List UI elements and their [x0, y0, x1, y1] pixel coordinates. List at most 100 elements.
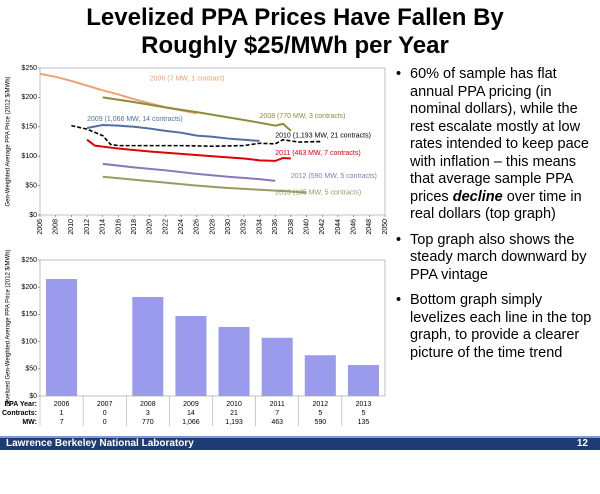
y-tick-label: $200 — [21, 284, 37, 291]
table-cell: 0 — [103, 410, 107, 417]
x-tick-label: 2012 — [84, 219, 91, 235]
x-tick-label: 2038 — [288, 219, 295, 235]
table-cell: 14 — [187, 410, 195, 417]
x-tick-label: 2016 — [115, 219, 122, 235]
bullet-emphasis: decline — [452, 188, 503, 205]
line-series — [86, 138, 291, 162]
page-number: 12 — [576, 438, 588, 449]
table-cell: 7 — [60, 419, 64, 426]
title-line: Roughly $25/MWh per Year — [141, 32, 449, 59]
x-tick-label: 2050 — [382, 219, 389, 235]
line-series — [102, 96, 292, 132]
table-row-label: PPA Year: — [4, 401, 37, 408]
x-tick-label: 2044 — [335, 219, 342, 235]
y-axis-label: Levelized Gen-Weighted Average PPA Price… — [6, 249, 12, 406]
x-tick-label: 2028 — [209, 219, 216, 235]
table-row-label: MW: — [22, 419, 37, 426]
table-cell: 1 — [60, 410, 64, 417]
table-cell: 463 — [271, 419, 283, 426]
x-tick-label: 2006 — [54, 401, 70, 408]
bar — [175, 316, 207, 396]
x-tick-label: 2006 — [37, 219, 44, 235]
bar — [218, 326, 250, 396]
y-tick-label: $0 — [29, 212, 37, 219]
x-tick-label: 2009 — [183, 401, 199, 408]
bullet-text: Bottom graph simply levelizes each line … — [410, 292, 592, 361]
title-line: Levelized PPA Prices Have Fallen By — [86, 4, 504, 31]
line-series — [102, 162, 276, 182]
table-cell: 21 — [230, 410, 238, 417]
series-label: 2010 (1,193 MW, 21 contracts) — [275, 132, 371, 139]
x-tick-label: 2046 — [350, 219, 357, 235]
y-tick-label: $200 — [21, 94, 37, 101]
bar — [46, 279, 78, 396]
table-cell: 1,066 — [182, 419, 200, 426]
line-series — [86, 124, 260, 142]
y-tick-label: $100 — [21, 153, 37, 160]
table-cell: 7 — [275, 410, 279, 417]
y-tick-label: $0 — [29, 393, 37, 400]
x-tick-label: 2008 — [140, 401, 156, 408]
x-tick-label: 2030 — [225, 219, 232, 235]
x-tick-label: 2020 — [147, 219, 154, 235]
x-tick-label: 2024 — [178, 219, 185, 235]
x-tick-label: 2011 — [270, 401, 285, 408]
x-tick-label: 2018 — [131, 219, 138, 235]
y-tick-label: $100 — [21, 338, 37, 345]
plot-area — [39, 67, 386, 216]
series-label: 2008 (770 MW, 3 contracts) — [260, 113, 346, 120]
bullet-list: 60% of sample has flat annual PPA pricin… — [394, 66, 596, 370]
footer-org: Lawrence Berkeley National Laboratory — [6, 438, 194, 449]
y-tick-label: $50 — [25, 182, 37, 189]
footer: Lawrence Berkeley National Laboratory 12 — [0, 436, 600, 450]
bar — [304, 355, 336, 396]
x-tick-label: 2034 — [256, 219, 263, 235]
y-tick-label: $250 — [21, 257, 37, 264]
y-axis-label: Gen-Weighted Average PPA Price (2012 $/M… — [6, 76, 12, 206]
series-label: 2006 (7 MW, 1 contract) — [150, 75, 225, 82]
x-tick-label: 2012 — [313, 401, 329, 408]
bullet-text: over time in real dollars (top graph) — [410, 188, 582, 223]
table-cell: 1,193 — [225, 419, 243, 426]
line-series — [71, 124, 323, 148]
charts: $0 $50 $100 $150 $200 $250 Gen-Weighted Averag… — [2, 65, 389, 426]
x-tick-label: 2048 — [366, 219, 373, 235]
bullet: 60% of sample has flat annual PPA pricin… — [394, 66, 596, 224]
bullet-text: Top graph also shows the steady march do… — [410, 231, 587, 283]
x-tick-label: 2032 — [241, 219, 248, 235]
series-label: 2011 (463 MW, 7 contracts) — [275, 150, 360, 157]
bullet: Top graph also shows the steady march do… — [394, 232, 596, 285]
slide-title: Levelized PPA Prices Have Fallen By Roug… — [60, 4, 530, 60]
bar — [132, 296, 164, 396]
x-tick-label: 2022 — [162, 219, 169, 235]
y-tick-label: $150 — [21, 124, 37, 131]
bullet: Bottom graph simply levelizes each line … — [394, 292, 596, 362]
x-tick-label: 2010 — [226, 401, 242, 408]
table-cell: 3 — [146, 410, 150, 417]
slide: Levelized PPA Prices Have Fallen By Roug… — [0, 0, 600, 450]
x-tick-label: 2040 — [303, 219, 310, 235]
y-tick-label: $250 — [21, 65, 37, 72]
table-row-label: Contracts: — [2, 410, 37, 417]
bar — [261, 337, 293, 396]
table-cell: 135 — [358, 419, 370, 426]
x-tick-label: 2026 — [194, 219, 201, 235]
x-tick-label: 2013 — [356, 401, 372, 408]
x-tick-label: 2010 — [68, 219, 75, 235]
x-tick-label: 2014 — [100, 219, 107, 235]
line-series — [102, 175, 307, 194]
table-cell: 770 — [142, 419, 154, 426]
x-tick-label: 2042 — [319, 219, 326, 235]
series-label: 2013 (135 MW, 5 contracts) — [275, 189, 361, 196]
x-tick-label: 2036 — [272, 219, 279, 235]
y-tick-label: $150 — [21, 311, 37, 318]
table-cell: 590 — [314, 419, 326, 426]
series-label: 2012 (590 MW, 5 contracts) — [291, 173, 377, 180]
series-label: 2009 (1,066 MW, 14 contracts) — [87, 116, 183, 123]
bullet-text: 60% of sample has flat annual PPA pricin… — [410, 66, 589, 205]
x-tick-label: 2007 — [97, 401, 113, 408]
table-cell: 0 — [103, 419, 107, 426]
table-cell: 5 — [361, 410, 365, 417]
y-tick-label: $50 — [25, 366, 37, 373]
x-tick-label: 2008 — [53, 219, 60, 235]
